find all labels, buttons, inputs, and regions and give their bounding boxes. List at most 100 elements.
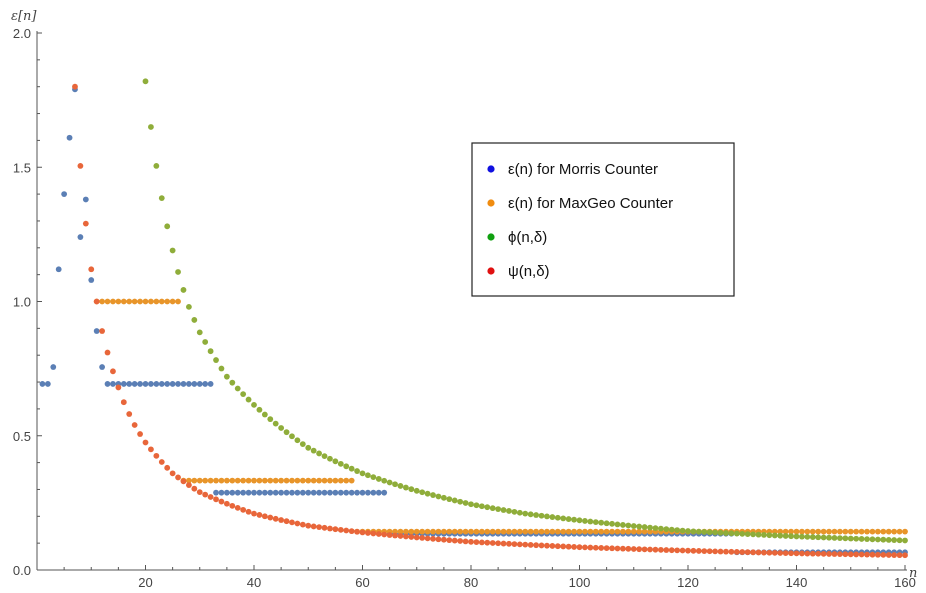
data-point xyxy=(289,519,295,526)
x-tick-label: 140 xyxy=(786,575,808,590)
data-point xyxy=(750,531,756,538)
data-point xyxy=(636,528,643,535)
data-point xyxy=(799,533,805,540)
data-point xyxy=(847,551,854,558)
data-point xyxy=(180,381,187,387)
data-point xyxy=(489,528,496,535)
data-point xyxy=(337,460,344,467)
data-point xyxy=(218,489,225,496)
data-point xyxy=(809,534,816,540)
data-point xyxy=(549,528,556,535)
data-point xyxy=(484,528,491,535)
data-point xyxy=(468,538,474,545)
data-point xyxy=(864,551,870,558)
data-point xyxy=(522,528,529,535)
data-point xyxy=(869,536,876,543)
data-point xyxy=(348,528,355,535)
data-point xyxy=(440,528,447,535)
data-point xyxy=(164,381,171,387)
data-point xyxy=(885,528,892,535)
data-point xyxy=(148,446,154,453)
data-point xyxy=(180,478,187,485)
data-point xyxy=(424,528,431,535)
data-point xyxy=(104,349,111,356)
data-point xyxy=(744,531,751,538)
data-point xyxy=(880,528,887,535)
data-point xyxy=(370,530,377,537)
data-point xyxy=(153,163,160,169)
data-point xyxy=(240,506,247,513)
data-point xyxy=(728,530,735,537)
data-point xyxy=(110,381,116,387)
legend-box xyxy=(471,142,735,297)
data-point xyxy=(565,528,572,535)
data-point xyxy=(804,550,811,557)
data-point xyxy=(267,416,274,423)
data-point xyxy=(538,512,545,519)
data-point xyxy=(223,500,230,507)
data-point xyxy=(327,489,333,496)
data-point xyxy=(582,544,588,551)
data-point xyxy=(712,548,719,555)
data-point xyxy=(223,477,230,484)
data-point xyxy=(413,528,420,535)
data-point xyxy=(148,298,154,305)
data-point xyxy=(462,528,469,535)
data-point xyxy=(842,528,849,535)
data-point xyxy=(229,502,236,509)
data-point xyxy=(544,528,550,535)
data-point xyxy=(213,489,219,496)
data-point xyxy=(527,528,534,535)
data-point xyxy=(674,547,681,554)
data-point xyxy=(777,532,784,539)
data-point xyxy=(554,514,561,521)
data-point xyxy=(310,477,317,484)
data-point xyxy=(104,298,111,305)
data-point xyxy=(245,477,252,484)
data-point xyxy=(527,511,534,518)
data-point xyxy=(663,547,670,553)
data-point xyxy=(495,506,502,512)
data-point xyxy=(251,401,257,408)
data-point xyxy=(191,317,198,323)
data-point xyxy=(131,422,138,428)
data-point xyxy=(788,528,794,535)
data-point xyxy=(196,489,203,496)
y-tick-label: 1.0 xyxy=(13,295,31,310)
data-point xyxy=(343,463,350,470)
data-point xyxy=(191,485,198,492)
data-point xyxy=(207,477,214,484)
data-point xyxy=(332,526,339,533)
data-point xyxy=(766,549,773,556)
data-point xyxy=(213,477,219,484)
data-point xyxy=(896,552,903,559)
data-point xyxy=(110,298,116,305)
data-point xyxy=(636,523,643,530)
data-point xyxy=(44,381,51,387)
data-point xyxy=(234,385,241,392)
data-point xyxy=(267,477,274,484)
data-point xyxy=(657,546,664,553)
data-point xyxy=(554,543,561,550)
legend-marker xyxy=(487,233,495,241)
data-point xyxy=(61,191,68,198)
x-tick-label: 80 xyxy=(464,575,478,590)
data-point xyxy=(82,196,89,203)
data-point xyxy=(511,541,518,547)
data-point xyxy=(630,523,637,529)
data-point xyxy=(229,477,236,484)
data-point xyxy=(771,549,778,556)
x-axis-title: n xyxy=(909,566,917,581)
data-point xyxy=(403,533,409,540)
data-point xyxy=(272,515,279,522)
data-point xyxy=(755,531,762,538)
data-point xyxy=(120,381,127,387)
data-point xyxy=(804,533,811,540)
data-point xyxy=(902,537,908,544)
data-point xyxy=(625,522,632,529)
data-point xyxy=(858,536,865,542)
data-point xyxy=(408,486,415,493)
data-point xyxy=(896,528,903,535)
data-point xyxy=(408,528,415,535)
data-point xyxy=(571,528,577,535)
